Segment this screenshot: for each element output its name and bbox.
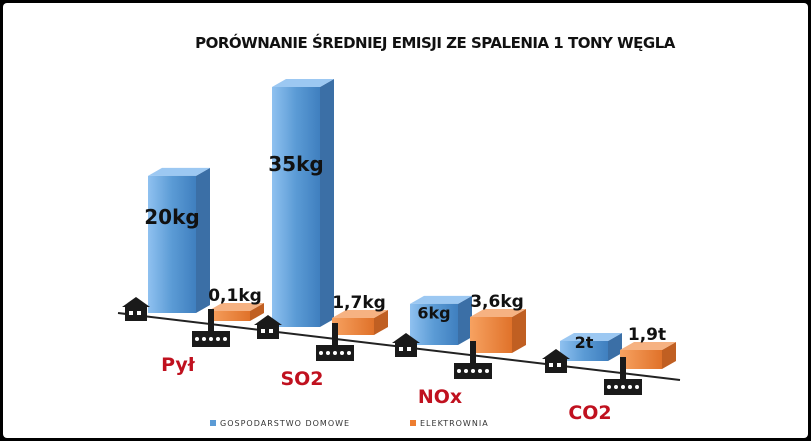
labels-layer: 20kg 0,1kg Pył 35kg 1,7kg SO2 6kg 3,6kg NOx 2t 1,9…: [144, 152, 666, 424]
bar-household-NOx: [410, 295, 472, 345]
legend-label-0: GOSPODARSTWO DOMOWE: [220, 419, 350, 428]
plot-panel: [3, 3, 808, 438]
power-plant-icon: [316, 323, 354, 361]
house-icon: [392, 333, 420, 357]
bar-powerplant-SO2: [332, 310, 388, 335]
power-plant-icon: [454, 341, 492, 379]
category-label-NOx: NOx: [418, 386, 462, 408]
legend: GOSPODARSTWO DOMOWE ELEKTROWNIA: [210, 419, 489, 428]
bar-powerplant-Pył: [208, 303, 264, 321]
house-icon: [542, 349, 570, 373]
house-icon: [254, 315, 282, 339]
bar-household-CO2: [560, 333, 622, 361]
bar-powerplant-NOx: [470, 309, 526, 353]
value-label-powerplant-Pył: 0,1kg: [208, 286, 262, 306]
bar-powerplant-CO2: [620, 342, 676, 369]
category-label-SO2: SO2: [280, 368, 323, 390]
legend-label-1: ELEKTROWNIA: [420, 419, 489, 428]
icons-layer: [122, 297, 642, 395]
value-label-household-SO2: 35kg: [268, 152, 323, 176]
category-label-Pył: Pył: [161, 354, 196, 376]
value-label-powerplant-SO2: 1,7kg: [332, 293, 386, 313]
legend-swatch-0: [210, 420, 216, 426]
category-label-CO2: CO2: [568, 402, 611, 424]
power-plant-icon: [192, 309, 230, 347]
power-plant-icon: [604, 357, 642, 395]
value-label-powerplant-NOx: 3,6kg: [470, 292, 524, 312]
legend-swatch-1: [410, 420, 416, 426]
bar-household-Pył: [148, 167, 210, 313]
bar-household-SO2: [272, 79, 334, 327]
value-label-household-CO2: 2t: [575, 333, 594, 352]
bars-layer: [148, 79, 676, 369]
value-label-household-Pył: 20kg: [144, 205, 199, 229]
house-icon: [122, 297, 150, 321]
value-label-household-NOx: 6kg: [417, 303, 450, 322]
value-label-powerplant-CO2: 1,9t: [628, 325, 666, 345]
chart-title: PORÓWNANIE ŚREDNIEJ EMISJI ZE SPALENIA 1…: [195, 33, 676, 52]
